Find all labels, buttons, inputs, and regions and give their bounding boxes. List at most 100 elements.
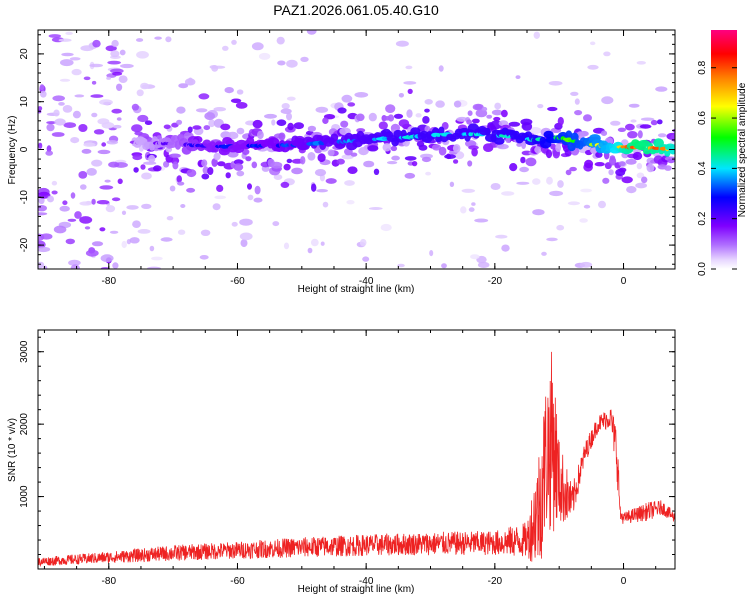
heatmap-noise-blob — [344, 180, 355, 186]
heatmap-noise-blob — [112, 71, 123, 76]
heatmap-ridge-halo — [144, 120, 153, 125]
snr-series-line — [38, 351, 675, 568]
heatmap-ridge-halo — [391, 155, 400, 161]
heatmap-noise-blob — [574, 98, 580, 105]
snr-plot-area — [38, 351, 675, 568]
heatmap-ridge-halo — [505, 136, 511, 143]
heatmap-ridge-halo — [132, 154, 143, 161]
heatmap-noise-blob — [346, 200, 355, 205]
heatmap-ridge-halo — [363, 160, 375, 168]
heatmap-noise-blob — [420, 153, 433, 159]
heatmap-noise-blob — [38, 246, 51, 253]
colorbar-tick-label: 0.8 — [697, 60, 708, 74]
heatmap-ridge-core — [494, 137, 505, 145]
heatmap-noise-blob — [546, 176, 553, 185]
heatmap-ridge-halo — [387, 114, 395, 122]
heatmap-noise-blob — [236, 89, 244, 95]
heatmap-noise-blob — [276, 36, 285, 45]
heatmap-ridge-halo — [474, 104, 483, 110]
heatmap-noise-blob — [177, 229, 186, 235]
heatmap-noise-blob — [78, 171, 88, 179]
heatmap-ridge-halo — [545, 149, 553, 159]
heatmap-ridge-halo — [422, 116, 430, 124]
heatmap-noise-blob — [590, 41, 596, 46]
heatmap-noise-blob — [47, 195, 54, 203]
heatmap-noise-blob — [199, 254, 209, 260]
heatmap-ridge-halo — [327, 149, 335, 157]
heatmap-ridge-halo — [609, 155, 616, 161]
heatmap-ridge-halo — [508, 121, 521, 127]
heatmap-noise-blob — [121, 210, 127, 215]
snr-ylabel: SNR (10 * v/v) — [7, 418, 18, 482]
heatmap-ridge-halo — [350, 152, 358, 157]
heatmap-noise-blob — [141, 203, 152, 209]
heatmap-ridge-halo — [550, 143, 556, 150]
heatmap-noise-blob — [640, 117, 655, 121]
heatmap-noise-blob — [108, 161, 120, 168]
heatmap-noise-blob — [71, 68, 82, 76]
heatmap-noise-blob — [222, 45, 229, 51]
heatmap-ridge-halo — [204, 112, 216, 121]
heatmap-noise-blob — [200, 229, 211, 236]
heatmap-noise-blob — [93, 129, 105, 135]
heatmap-ridge-halo — [176, 175, 182, 183]
heatmap-noise-blob — [541, 251, 547, 256]
heatmap-noise-blob — [425, 171, 431, 176]
heatmap-noise-blob — [655, 86, 668, 92]
heatmap-ridge-halo — [311, 183, 317, 192]
heatmap-ridge-halo — [608, 169, 614, 176]
heatmap-ridge-halo — [356, 113, 365, 122]
heatmap-ridge-halo — [657, 133, 667, 138]
colorbar-gradient — [711, 30, 737, 269]
heatmap-ridge-halo — [646, 163, 655, 173]
heatmap-noise-blob — [116, 83, 123, 92]
heatmap-ridge-halo — [390, 145, 398, 152]
heatmap-noise-blob — [528, 127, 542, 135]
heatmap-noise-blob — [106, 140, 119, 145]
heatmap-ridge-halo — [628, 103, 640, 108]
heatmap-ridge-halo — [565, 169, 572, 176]
heatmap-ridge-halo — [314, 169, 327, 177]
heatmap-ridge-halo — [198, 93, 210, 100]
heatmap-ridge-halo — [251, 161, 258, 169]
heatmap-noise-blob — [214, 195, 227, 200]
heatmap-ridge-halo — [307, 152, 316, 161]
heatmap-noise-blob — [316, 189, 328, 193]
heatmap-noise-blob — [38, 261, 45, 269]
snr-xtick-label: 0 — [621, 576, 627, 587]
heatmap-ridge-halo — [491, 109, 503, 116]
snr-xtick-label: -40 — [359, 576, 374, 587]
heatmap-ridge-halo — [368, 112, 377, 122]
heatmap-noise-blob — [537, 104, 544, 109]
heatmap-noise-blob — [91, 241, 104, 247]
colorbar-ticks: 0.0 0.2 0.4 0.6 0.8 — [697, 60, 737, 276]
heatmap-noise-blob — [38, 197, 45, 205]
spectrogram-ytick-label: -20 — [19, 237, 30, 252]
heatmap-ridge-halo — [667, 158, 675, 164]
spectrogram-ticks: -80 -60 -40 -20 0 -20 -10 0 10 20 — [19, 30, 675, 287]
heatmap-ridge-halo — [252, 119, 263, 129]
heatmap-ridge-halo — [453, 100, 462, 108]
heatmap-noise-blob — [141, 172, 152, 180]
heatmap-noise-blob — [99, 99, 113, 106]
heatmap-noise-blob — [52, 95, 65, 102]
spectrogram-xtick-label: 0 — [621, 276, 627, 287]
heatmap-ridge-halo — [254, 185, 261, 195]
heatmap-noise-blob — [166, 216, 174, 221]
heatmap-noise-blob — [53, 225, 67, 234]
heatmap-ridge-halo — [227, 151, 239, 158]
heatmap-noise-blob — [117, 178, 123, 185]
heatmap-noise-blob — [532, 178, 541, 185]
heatmap-ridge-halo — [521, 140, 527, 149]
heatmap-noise-blob — [490, 183, 501, 190]
heatmap-noise-blob — [51, 190, 58, 195]
heatmap-noise-blob — [101, 142, 107, 147]
colorbar-tick-label: 0.0 — [697, 262, 708, 276]
heatmap-noise-blob — [501, 244, 510, 252]
heatmap-noise-blob — [635, 182, 647, 189]
heatmap-noise-blob — [160, 237, 173, 242]
heatmap-noise-blob — [515, 75, 521, 79]
colorbar-label: Normalized spectral amplitude — [737, 82, 748, 217]
heatmap-noise-blob — [112, 262, 119, 269]
